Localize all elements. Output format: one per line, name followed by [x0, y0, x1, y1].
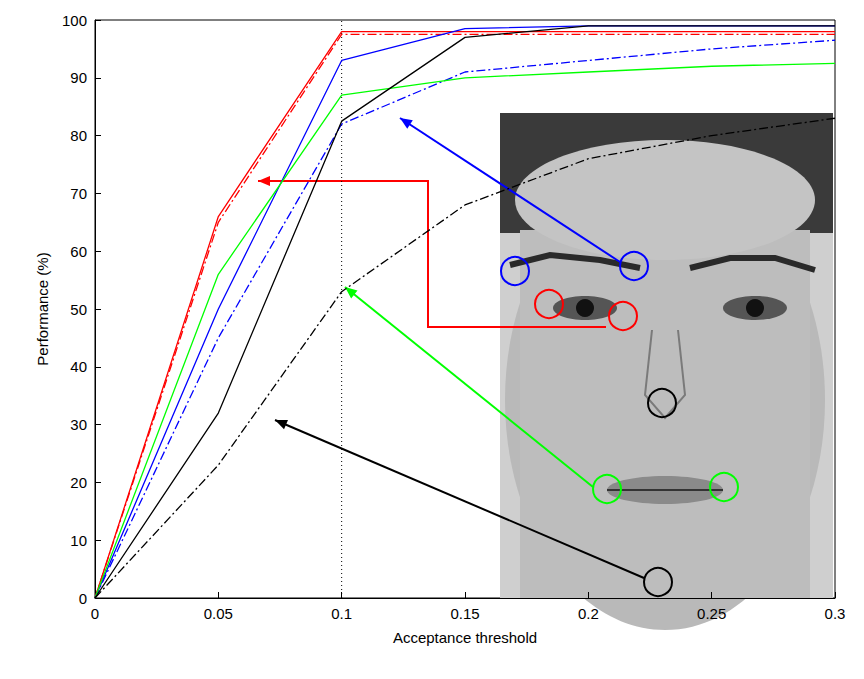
svg-text:40: 40 [70, 358, 87, 375]
svg-text:0.15: 0.15 [450, 605, 479, 622]
svg-text:0.3: 0.3 [825, 605, 846, 622]
svg-text:0.05: 0.05 [204, 605, 233, 622]
svg-text:0.2: 0.2 [578, 605, 599, 622]
svg-text:Acceptance threshold: Acceptance threshold [393, 629, 537, 646]
svg-text:100: 100 [62, 12, 87, 29]
svg-text:0: 0 [91, 605, 99, 622]
svg-text:80: 80 [70, 127, 87, 144]
svg-text:60: 60 [70, 243, 87, 260]
svg-text:0: 0 [79, 590, 87, 607]
svg-text:90: 90 [70, 69, 87, 86]
svg-text:50: 50 [70, 301, 87, 318]
svg-text:Performance (%): Performance (%) [34, 252, 51, 365]
svg-text:10: 10 [70, 532, 87, 549]
svg-text:70: 70 [70, 185, 87, 202]
svg-text:0.25: 0.25 [697, 605, 726, 622]
svg-text:30: 30 [70, 416, 87, 433]
svg-text:20: 20 [70, 474, 87, 491]
svg-text:0.1: 0.1 [331, 605, 352, 622]
